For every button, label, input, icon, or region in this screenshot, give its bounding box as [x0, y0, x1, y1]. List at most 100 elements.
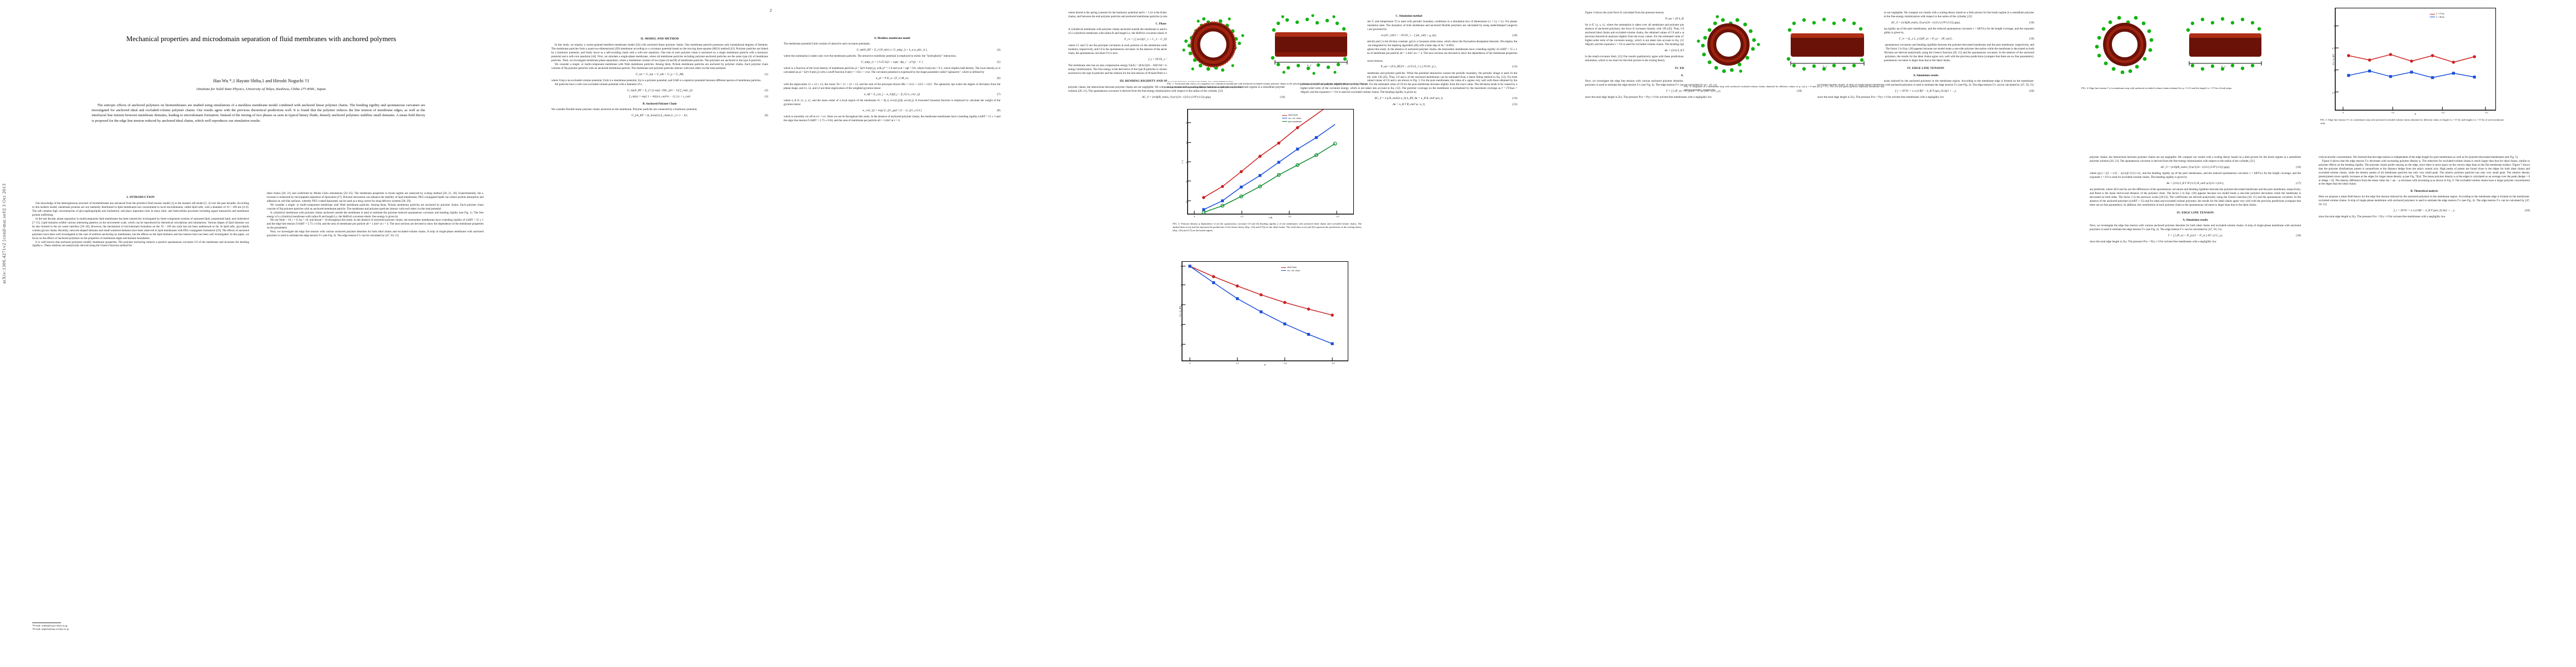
figure-3-snapshot: L_y [1684, 9, 1884, 84]
figure-2-ytick: 0 [1186, 180, 1187, 183]
page2-column-right: A. Meshless membrane model The membrane … [784, 33, 1000, 639]
figure-2-ylabel: f_z [1180, 160, 1184, 163]
paragraph: Our knowledge of the heterogeneous struc… [32, 202, 249, 217]
subsection-heading-simulation: C. Simulation method [1396, 14, 1422, 18]
figure-2-xtick: 0.3 [1336, 215, 1339, 218]
figure-4-ytick: 6 [1180, 265, 1182, 268]
page-2: 2 II. MODEL AND METHOD In this study, we… [517, 0, 1034, 667]
figure-2-ytick: 2 [1186, 161, 1187, 164]
page5-column-right: critical micelle concentration. We check… [2319, 156, 2530, 650]
paragraph: critical micelle concentration. We check… [2319, 156, 2519, 159]
section-heading-introduction: I. INTRODUCTION [126, 196, 155, 199]
paragraph: ideal chains [20, 21] and confirmed by M… [267, 192, 484, 203]
paragraph: We consider a single- or multi-component… [267, 203, 484, 211]
paragraph: which is smoothly cut off at rcv = rcc. … [784, 115, 1000, 123]
paragraph: Figure 2 shows the axial force fz calcul… [1585, 11, 1665, 14]
paragraph: for α ∈ {x, y, z}, where the summation i… [1301, 71, 1517, 94]
equation-14: ΔC_0 = 2 φ R_end/(π a_0) k_BT, Δκ = κ_B … [1374, 97, 1517, 101]
figure-2-legend: ideal chain exc. vol. chain pure membran… [1282, 114, 1302, 124]
figure-4: L_y FIG. 4: Edge line tension Γ of a mem… [2081, 8, 2281, 90]
legend-item: L = 38.4σ [2430, 16, 2444, 19]
figure-4-xtick: 0.3 [1332, 361, 1335, 365]
figure-2-xlabel: 1/R [1268, 216, 1273, 219]
figure-4-legend: ideal chain exc. vol. chain [1281, 266, 1300, 273]
paragraph: Here we propose a mean field theory for … [1817, 79, 2034, 87]
paragraph: A cylindrical membrane with polymer chai… [267, 211, 484, 218]
paragraph: It is well known that anchored polymers … [32, 240, 249, 248]
paragraph: polymer chains, the interactions between… [1068, 85, 1285, 93]
paragraph: Next, we investigate the edge line tensi… [2090, 223, 2301, 231]
equation-16b: ΔC_0 = (π/4)(R_end/a_0) φ^{(3ν−1)/2ν} (1… [1891, 21, 2034, 24]
equation-15: Δκ = κ_B T R_end² φ / a_0, (15) [1392, 103, 1517, 107]
paragraph: where g(x) = [(1 + x/2) − x(x/e)]^{1/(1+… [2090, 172, 2301, 179]
figure-4-plot: 2 3 4 5 6 0 0.1 0.2 0.3 Γσ / k_BT φ idea… [1179, 261, 1348, 366]
figure-4-ylabel: Γσ / k_BT [1179, 306, 1182, 317]
paragraph: where m is the mass of a particle (membr… [1301, 39, 1517, 47]
subsection-heading-meshless: A. Meshless membrane model [874, 37, 910, 40]
figure-1: L_z FIG. 1: Front and side views of a sn… [1167, 9, 1367, 89]
section-heading-edge-2: IV. EDGE LINE TENSION [1907, 66, 1945, 70]
arxiv-stamp: arXiv:1306.4271v2 [cond-mat.soft] 3 Oct … [1, 183, 7, 284]
paragraph: Next, we investigate the edge line tensi… [267, 230, 484, 238]
paragraph: are predicted, where ΔC0 and Δκ are the … [2090, 188, 2301, 207]
figure-1-caption: FIG. 1: Front and side views of a snapsh… [1167, 82, 1367, 89]
paragraph: Figure 6 shows that the edge tension Γ∞ … [2319, 159, 2530, 186]
paragraph: where Urep is an excluded-volume potenti… [551, 79, 761, 82]
figure-5-xtick: 0.2 [2442, 111, 2445, 114]
figure-4-xtick: 0.1 [1236, 361, 1239, 365]
figure-4-plot-svg [1182, 262, 1348, 361]
figure-5-plot: 3.5 4 4.5 5 0 0.1 0.2 0.3 Γσ / k_BT φ L … [2332, 8, 2496, 115]
paragraph: since the total edge length is 2Ly. The … [2090, 240, 2217, 244]
figure-2: -2 0 2 4 6 0 0.1 0.2 0.3 f_z 1/R ideal c… [1173, 109, 1362, 232]
equation-13: P_αα = (N k_BT)/V − (1/V) Σ_i<j ( ∂U/∂r_… [1381, 65, 1517, 69]
figure-4-snapshot: L_y [2081, 8, 2281, 86]
equation-18: Γ = ∫ [ (P_xx + P_yy)/2 − P_zz ] dV / (2… [1666, 89, 1802, 93]
abstract: The entropic effects of anchored polymer… [92, 103, 425, 123]
figure-1-lz-label: L_z [1307, 64, 1312, 67]
section-heading-model: II. MODEL AND METHOD [640, 37, 679, 41]
figure-2-ytick: -2 [1185, 200, 1187, 203]
figure-4-xlabel: φ [1264, 363, 1266, 366]
figure-5-ytick: 5 [2334, 24, 2335, 28]
abstract-text: The entropic effects of anchored polymer… [92, 103, 425, 123]
figure-2-xtick: 0.1 [1240, 215, 1244, 218]
membrane-strip2-svg [2095, 16, 2262, 74]
page1-column-right: ideal chains [20, 21] and confirmed by M… [267, 192, 484, 636]
legend-item: ideal chain [1282, 114, 1302, 117]
equation-17b: Δκ = (2/π) k_B T N^{1/2} R_end² φ^{(2ν+1… [2166, 181, 2301, 185]
paragraph: since the total edge length is 2Ly. The … [2319, 215, 2446, 219]
figure-5-ytick: 4 [2334, 69, 2335, 72]
figure-2-ytick: 6 [1186, 121, 1187, 125]
figure-5-svg [2335, 8, 2495, 110]
section-heading-edge-3: IV. EDGE LINE TENSION [2176, 211, 2214, 215]
equation-3: f_cut(s) = exp[ 1 + A/((s/s_cut)^n − 1) … [629, 95, 768, 99]
footnotes: *E-mail: wuhao@issp.u-tokyo.ac.jp †E-mai… [32, 623, 249, 631]
figure-5-ytick: 3.5 [2332, 91, 2335, 94]
equation-19: Γ_∞ = (L_x L_y/2)(P_xx + P_yy − 2P_zz)/2… [1899, 37, 2034, 41]
figure-4-xtick: 0 [1189, 361, 1190, 365]
equation-5: U_att(ρ_i) = { 0.25 ln[1 + exp(−4(ρ_i − … [861, 60, 1000, 64]
paragraph: which is a function of the local density… [784, 67, 1000, 74]
figure-3-caption: FIG. 3: Snapshots of a membrane strip wi… [1684, 85, 1884, 92]
equation-10: m (d²r_i/dt²) = −∂U/∂r_i − ζ (dr_i/dt) +… [1381, 33, 1517, 37]
affiliation: 1Institute for Solid State Physics, Univ… [196, 87, 327, 91]
paragraph: since the total edge length is 2Ly. The … [1585, 96, 1712, 99]
legend-item: pure membrane [1282, 121, 1302, 124]
page4-column-left: Figure 2 shows the axial force fz calcul… [1585, 11, 1802, 650]
figure-3-ly-label: L_y [1823, 66, 1827, 68]
equation-16c: ΔC_0 = (π/4)(R_end/a_0) φ^{(3ν−1)/2ν} (1… [2160, 165, 2301, 169]
legend-item: L = 57.6σ [2430, 13, 2444, 16]
subsection-heading-theory: B. Theoretical analysis [2410, 190, 2438, 193]
paragraph: where the summation is taken only over t… [784, 54, 956, 58]
figure-5-legend: L = 57.6σ L = 38.4σ [2430, 13, 2444, 19]
paragraph: All particles have a soft-core excluded-… [555, 82, 643, 86]
paragraph: We consider a single- or multi-component… [551, 62, 768, 70]
paragraph: In this study, we employ a coarse-graine… [551, 43, 768, 63]
equation-9: U_p/k_BT = (k_bond/2) Σ_chain (r_i,i+1 −… [631, 114, 768, 118]
equation-1: U_tot = U_rep + U_mb + U_p + U_AB, (1) [635, 72, 768, 76]
membrane-cylinder-svg [1182, 14, 1348, 75]
page-number: 2 [770, 8, 772, 13]
figure-1-snapshot: L_z [1167, 9, 1367, 81]
footnote-1: *E-mail: wuhao@issp.u-tokyo.ac.jp [32, 624, 68, 627]
